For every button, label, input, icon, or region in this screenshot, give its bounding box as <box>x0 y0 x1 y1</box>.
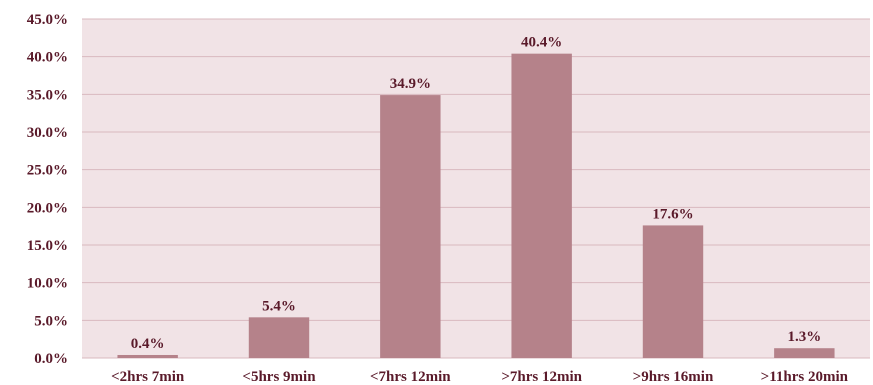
x-tick-label: <7hrs 12min <box>370 369 451 385</box>
y-tick-label: 5.0% <box>34 313 68 329</box>
data-label: 1.3% <box>787 329 821 345</box>
x-tick-label: <2hrs 7min <box>111 369 185 385</box>
data-label: 5.4% <box>262 298 296 314</box>
y-tick-label: 25.0% <box>27 163 68 179</box>
data-labels: 0.4% 5.4% 34.9% 40.4% 17.6% 1.3% <box>131 35 821 352</box>
y-tick-label: 15.0% <box>27 238 68 254</box>
data-label: 17.6% <box>652 206 693 222</box>
y-tick-label: 10.0% <box>27 276 68 292</box>
bars <box>117 53 835 359</box>
data-label: 34.9% <box>390 76 431 92</box>
x-tick-label: >7hrs 12min <box>501 369 582 385</box>
plot-area <box>82 19 870 358</box>
x-axis-ticks: <2hrs 7min <5hrs 9min <7hrs 12min >7hrs 12m… <box>111 369 849 385</box>
x-tick-label: <5hrs 9min <box>242 369 316 385</box>
y-axis-ticks: 0.0% 5.0% 10.0% 15.0% 20.0% 25.0% 30.0% 35.0% 40… <box>27 12 68 367</box>
y-tick-label: 30.0% <box>27 125 68 141</box>
bar <box>248 317 310 358</box>
x-tick-label: >9hrs 16min <box>633 369 714 385</box>
y-tick-label: 20.0% <box>27 200 68 216</box>
y-tick-label: 40.0% <box>27 50 68 66</box>
gridlines <box>82 18 870 359</box>
y-tick-label: 35.0% <box>27 87 68 103</box>
data-label: 40.4% <box>521 35 562 51</box>
x-tick-label: >11hrs 20min <box>761 369 849 385</box>
y-tick-label: 45.0% <box>27 12 68 28</box>
bar <box>511 53 572 359</box>
bar <box>642 225 704 358</box>
y-tick-label: 0.0% <box>34 351 68 367</box>
data-label: 0.4% <box>131 336 165 352</box>
bar <box>380 95 441 358</box>
bar <box>774 348 835 358</box>
bar <box>117 354 178 358</box>
